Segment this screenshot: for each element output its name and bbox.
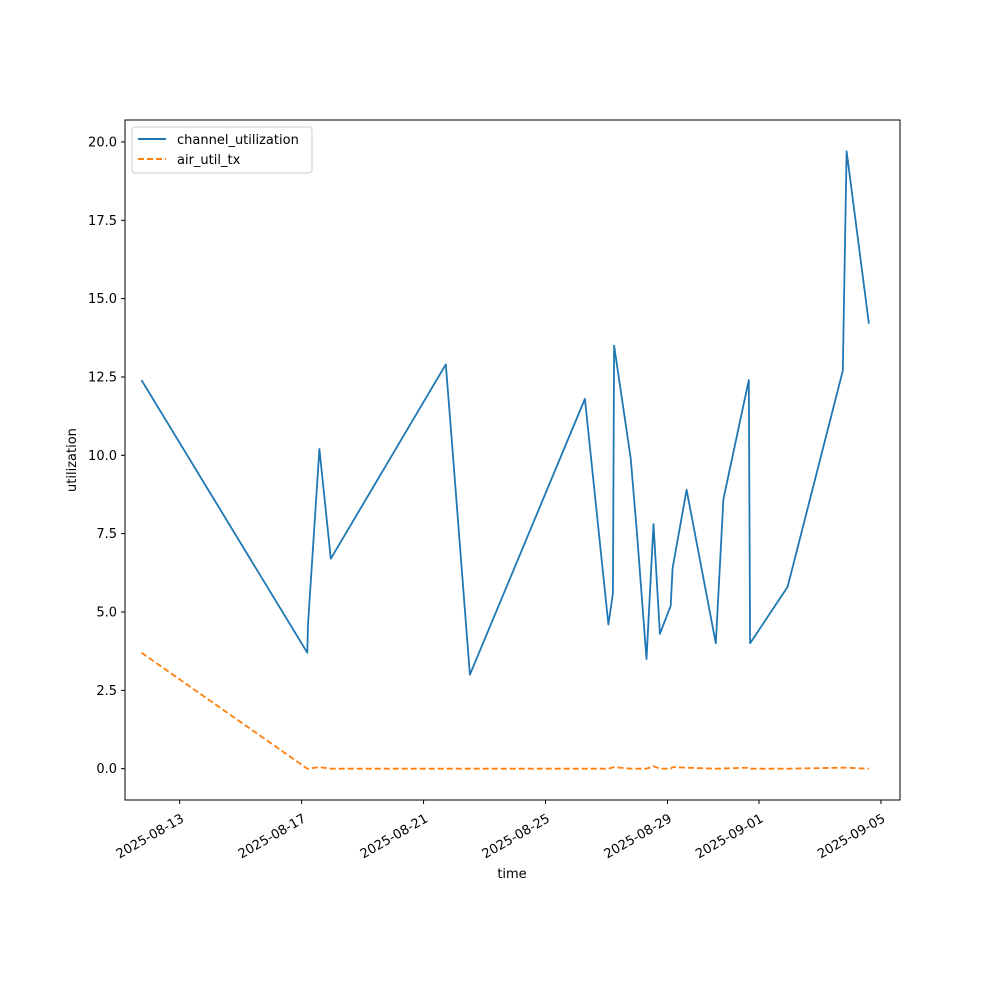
y-tick-label: 17.5 — [88, 214, 117, 229]
series-line-air-util-tx — [140, 651, 869, 770]
legend-frame — [131, 126, 313, 174]
y-tick-label: 0.0 — [96, 762, 117, 777]
y-tick-label: 2.5 — [96, 684, 117, 699]
series-line-channel-utilization — [140, 150, 870, 676]
plot-lines — [140, 150, 870, 770]
y-tick-label: 20.0 — [88, 135, 117, 150]
plot-frame — [124, 119, 901, 801]
y-tick-label: 10.0 — [88, 449, 117, 464]
y-tick-label: 15.0 — [88, 292, 117, 307]
y-tick-label: 5.0 — [96, 605, 117, 620]
y-tick-label: 7.5 — [96, 527, 117, 542]
legend-label-channel-utilization: channel_utilization — [177, 133, 299, 148]
legend: channel_utilization air_util_tx — [131, 126, 313, 174]
x-axis-label: time — [497, 867, 526, 882]
y-axis-ticks: 0.0 2.5 5.0 7.5 10.0 12.5 15.0 17.5 20.0 — [88, 135, 125, 777]
y-axis-label: utilization — [65, 428, 80, 492]
legend-label-air-util-tx: air_util_tx — [177, 153, 241, 168]
y-tick-label: 12.5 — [88, 370, 117, 385]
